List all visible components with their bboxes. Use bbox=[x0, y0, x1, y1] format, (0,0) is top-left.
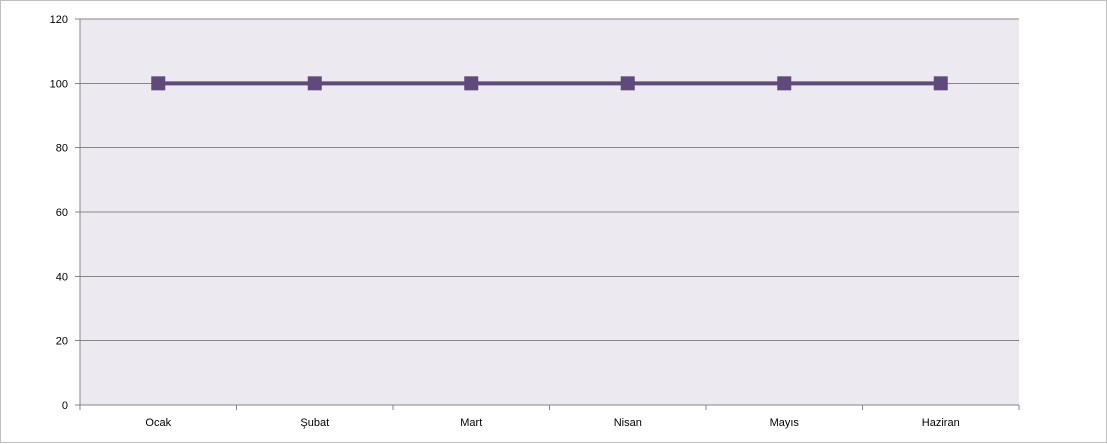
x-tick-label: Nisan bbox=[614, 417, 642, 429]
y-tick-label: 100 bbox=[50, 78, 68, 90]
y-tick-label: 60 bbox=[56, 207, 68, 219]
x-tick-label: Mart bbox=[460, 417, 482, 429]
x-tick-label: Mayıs bbox=[770, 417, 800, 429]
y-tick-label: 40 bbox=[56, 271, 68, 283]
series-layer bbox=[151, 76, 948, 91]
axes bbox=[79, 19, 1020, 410]
data-point-5 bbox=[933, 76, 948, 91]
data-point-2 bbox=[464, 76, 479, 91]
y-tick-labels: 0 20 40 60 80 100 120 bbox=[50, 14, 68, 412]
x-tick-label: Haziran bbox=[922, 417, 960, 429]
data-point-4 bbox=[777, 76, 792, 91]
y-tick-label: 80 bbox=[56, 143, 68, 155]
x-tick-labels: Ocak Şubat Mart Nisan Mayıs Haziran bbox=[145, 417, 959, 429]
data-point-0 bbox=[151, 76, 166, 91]
x-tick-label: Şubat bbox=[300, 417, 329, 429]
data-point-1 bbox=[307, 76, 322, 91]
data-point-3 bbox=[620, 76, 635, 91]
y-tick-label: 20 bbox=[56, 336, 68, 348]
y-tick-label: 0 bbox=[62, 400, 68, 412]
x-tick-label: Ocak bbox=[145, 417, 171, 429]
y-tick-label: 120 bbox=[50, 14, 68, 26]
